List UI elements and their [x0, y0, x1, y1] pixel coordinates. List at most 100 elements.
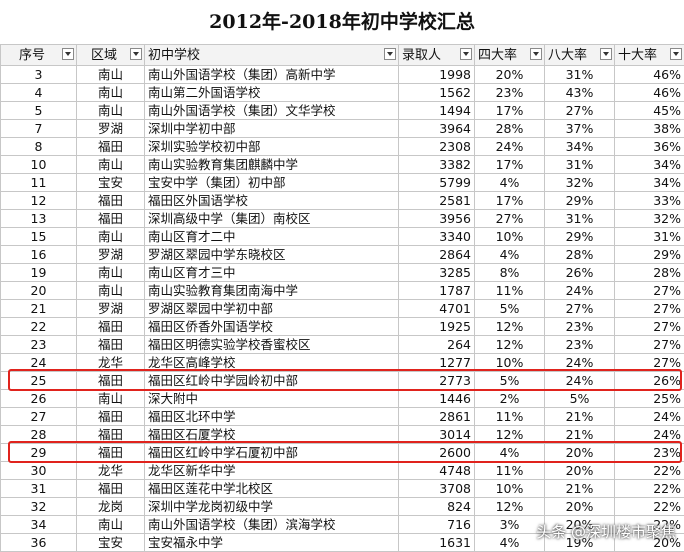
cell-top4-rate[interactable]: 4%: [475, 534, 545, 552]
cell-district[interactable]: 宝安: [77, 534, 145, 552]
cell-index[interactable]: 30: [1, 462, 77, 480]
cell-district[interactable]: 福田: [77, 138, 145, 156]
cell-top8-rate[interactable]: 31%: [545, 156, 615, 174]
cell-admitted[interactable]: 1925: [399, 318, 475, 336]
cell-top10-rate[interactable]: 34%: [615, 174, 684, 192]
cell-admitted[interactable]: 1446: [399, 390, 475, 408]
cell-top8-rate[interactable]: 23%: [545, 318, 615, 336]
cell-index[interactable]: 36: [1, 534, 77, 552]
cell-top4-rate[interactable]: 12%: [475, 498, 545, 516]
cell-admitted[interactable]: 2864: [399, 246, 475, 264]
cell-top4-rate[interactable]: 4%: [475, 246, 545, 264]
cell-top10-rate[interactable]: 24%: [615, 408, 684, 426]
cell-top10-rate[interactable]: 22%: [615, 480, 684, 498]
cell-school[interactable]: 福田区外国语学校: [145, 192, 399, 210]
cell-school[interactable]: 深圳中学龙岗初级中学: [145, 498, 399, 516]
cell-school[interactable]: 南山实验教育集团南海中学: [145, 282, 399, 300]
cell-top4-rate[interactable]: 10%: [475, 480, 545, 498]
cell-top8-rate[interactable]: 21%: [545, 480, 615, 498]
cell-admitted[interactable]: 3956: [399, 210, 475, 228]
cell-school[interactable]: 罗湖区翠园中学东晓校区: [145, 246, 399, 264]
cell-top8-rate[interactable]: 43%: [545, 84, 615, 102]
cell-school[interactable]: 罗湖区翠园中学初中部: [145, 300, 399, 318]
cell-top8-rate[interactable]: 34%: [545, 138, 615, 156]
cell-admitted[interactable]: 3708: [399, 480, 475, 498]
cell-index[interactable]: 27: [1, 408, 77, 426]
cell-index[interactable]: 32: [1, 498, 77, 516]
cell-district[interactable]: 福田: [77, 480, 145, 498]
cell-top4-rate[interactable]: 5%: [475, 300, 545, 318]
cell-top10-rate[interactable]: 45%: [615, 102, 684, 120]
filter-dropdown-icon[interactable]: [670, 48, 682, 60]
cell-top4-rate[interactable]: 11%: [475, 462, 545, 480]
cell-top4-rate[interactable]: 10%: [475, 228, 545, 246]
cell-top4-rate[interactable]: 17%: [475, 102, 545, 120]
cell-index[interactable]: 31: [1, 480, 77, 498]
cell-school[interactable]: 龙华区新华中学: [145, 462, 399, 480]
cell-top10-rate[interactable]: 34%: [615, 156, 684, 174]
cell-index[interactable]: 13: [1, 210, 77, 228]
cell-top4-rate[interactable]: 2%: [475, 390, 545, 408]
cell-top8-rate[interactable]: 29%: [545, 192, 615, 210]
cell-top8-rate[interactable]: 5%: [545, 390, 615, 408]
cell-admitted[interactable]: 2581: [399, 192, 475, 210]
cell-district[interactable]: 福田: [77, 408, 145, 426]
cell-index[interactable]: 34: [1, 516, 77, 534]
cell-admitted[interactable]: 2308: [399, 138, 475, 156]
cell-index[interactable]: 15: [1, 228, 77, 246]
cell-district[interactable]: 南山: [77, 390, 145, 408]
cell-district[interactable]: 南山: [77, 84, 145, 102]
cell-top8-rate[interactable]: 26%: [545, 264, 615, 282]
cell-index[interactable]: 20: [1, 282, 77, 300]
cell-top10-rate[interactable]: 25%: [615, 390, 684, 408]
cell-index[interactable]: 8: [1, 138, 77, 156]
cell-top10-rate[interactable]: 22%: [615, 498, 684, 516]
cell-school[interactable]: 深大附中: [145, 390, 399, 408]
cell-index[interactable]: 26: [1, 390, 77, 408]
cell-district[interactable]: 南山: [77, 102, 145, 120]
cell-school[interactable]: 南山实验教育集团麒麟中学: [145, 156, 399, 174]
cell-admitted[interactable]: 3285: [399, 264, 475, 282]
cell-index[interactable]: 23: [1, 336, 77, 354]
cell-top8-rate[interactable]: 32%: [545, 174, 615, 192]
cell-top4-rate[interactable]: 12%: [475, 318, 545, 336]
cell-school[interactable]: 深圳高级中学（集团）南校区: [145, 210, 399, 228]
cell-top10-rate[interactable]: 27%: [615, 282, 684, 300]
cell-top10-rate[interactable]: 46%: [615, 66, 684, 84]
filter-dropdown-icon[interactable]: [62, 48, 74, 60]
cell-top8-rate[interactable]: 27%: [545, 300, 615, 318]
filter-dropdown-icon[interactable]: [130, 48, 142, 60]
cell-district[interactable]: 龙华: [77, 462, 145, 480]
cell-index[interactable]: 5: [1, 102, 77, 120]
cell-top4-rate[interactable]: 27%: [475, 210, 545, 228]
cell-admitted[interactable]: 716: [399, 516, 475, 534]
cell-top4-rate[interactable]: 3%: [475, 516, 545, 534]
cell-school[interactable]: 福田区北环中学: [145, 408, 399, 426]
cell-district[interactable]: 福田: [77, 210, 145, 228]
cell-index[interactable]: 11: [1, 174, 77, 192]
cell-top4-rate[interactable]: 20%: [475, 66, 545, 84]
cell-top8-rate[interactable]: 24%: [545, 282, 615, 300]
cell-top4-rate[interactable]: 28%: [475, 120, 545, 138]
cell-school[interactable]: 南山外国语学校（集团）高新中学: [145, 66, 399, 84]
filter-dropdown-icon[interactable]: [530, 48, 542, 60]
cell-index[interactable]: 12: [1, 192, 77, 210]
cell-school[interactable]: 南山外国语学校（集团）滨海学校: [145, 516, 399, 534]
cell-top10-rate[interactable]: 36%: [615, 138, 684, 156]
cell-district[interactable]: 罗湖: [77, 246, 145, 264]
cell-district[interactable]: 罗湖: [77, 300, 145, 318]
cell-index[interactable]: 22: [1, 318, 77, 336]
cell-district[interactable]: 福田: [77, 336, 145, 354]
cell-top10-rate[interactable]: 28%: [615, 264, 684, 282]
cell-district[interactable]: 福田: [77, 318, 145, 336]
cell-admitted[interactable]: 4701: [399, 300, 475, 318]
cell-top8-rate[interactable]: 20%: [545, 498, 615, 516]
cell-admitted[interactable]: 1998: [399, 66, 475, 84]
cell-admitted[interactable]: 264: [399, 336, 475, 354]
cell-school[interactable]: 深圳中学初中部: [145, 120, 399, 138]
cell-index[interactable]: 4: [1, 84, 77, 102]
cell-district[interactable]: 南山: [77, 516, 145, 534]
cell-admitted[interactable]: 1494: [399, 102, 475, 120]
cell-school[interactable]: 福田区莲花中学北校区: [145, 480, 399, 498]
cell-district[interactable]: 龙岗: [77, 498, 145, 516]
